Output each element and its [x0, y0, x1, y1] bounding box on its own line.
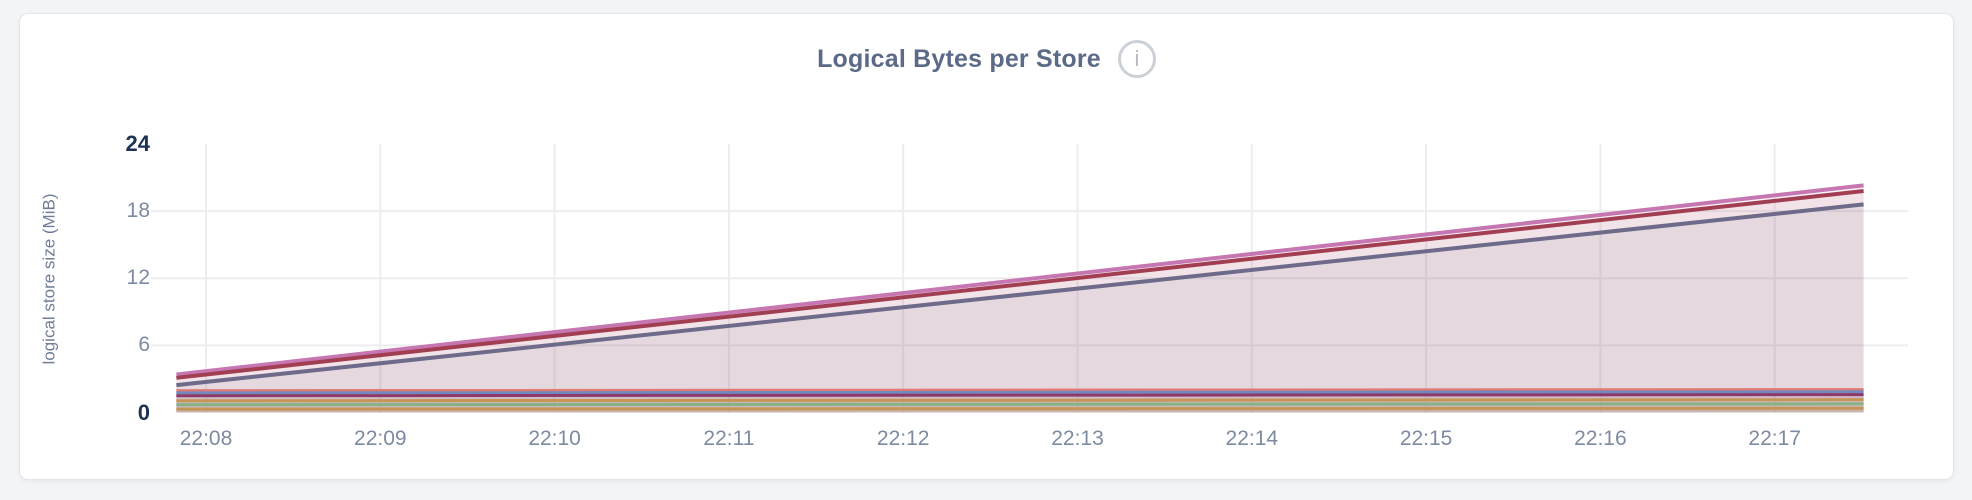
series-line-7 — [176, 398, 1864, 403]
chart-card: Logical Bytes per Store i logical store … — [19, 13, 1954, 480]
x-tick-label: 22:10 — [528, 427, 581, 450]
y-tick-label: 24 — [125, 131, 150, 156]
series-line-3 — [176, 202, 1864, 388]
x-tick-label: 22:08 — [179, 427, 233, 450]
series-line-2 — [176, 188, 1864, 380]
series-line-1 — [176, 183, 1864, 377]
series-area-3 — [176, 204, 1864, 413]
x-tick-label: 22:11 — [703, 427, 755, 450]
info-icon[interactable]: i — [1117, 40, 1156, 78]
x-tick-label: 22:15 — [1399, 427, 1453, 450]
chart-title: Logical Bytes per Store — [817, 44, 1101, 73]
series-area-2 — [176, 190, 1864, 413]
series-line-6 — [176, 393, 1864, 398]
x-tick-label: 22:17 — [1748, 427, 1801, 450]
x-tick-label: 22:14 — [1225, 427, 1279, 450]
y-tick-label: 0 — [137, 399, 150, 425]
y-tick-label: 18 — [126, 199, 150, 223]
chart-header: Logical Bytes per Store i — [20, 40, 1953, 78]
y-tick-label: 6 — [138, 333, 150, 357]
series-area-1 — [176, 185, 1864, 413]
series-line-9 — [176, 406, 1864, 411]
series-line-5 — [176, 390, 1864, 395]
x-tick-label: 22:13 — [1051, 427, 1104, 450]
y-tick-label: 12 — [126, 266, 150, 290]
plot-area[interactable] — [20, 14, 1954, 480]
x-tick-label: 22:09 — [354, 427, 407, 450]
x-tick-label: 22:16 — [1574, 427, 1627, 450]
series-line-8 — [176, 402, 1864, 407]
x-tick-label: 22:12 — [876, 427, 930, 450]
series-line-4 — [176, 388, 1864, 393]
